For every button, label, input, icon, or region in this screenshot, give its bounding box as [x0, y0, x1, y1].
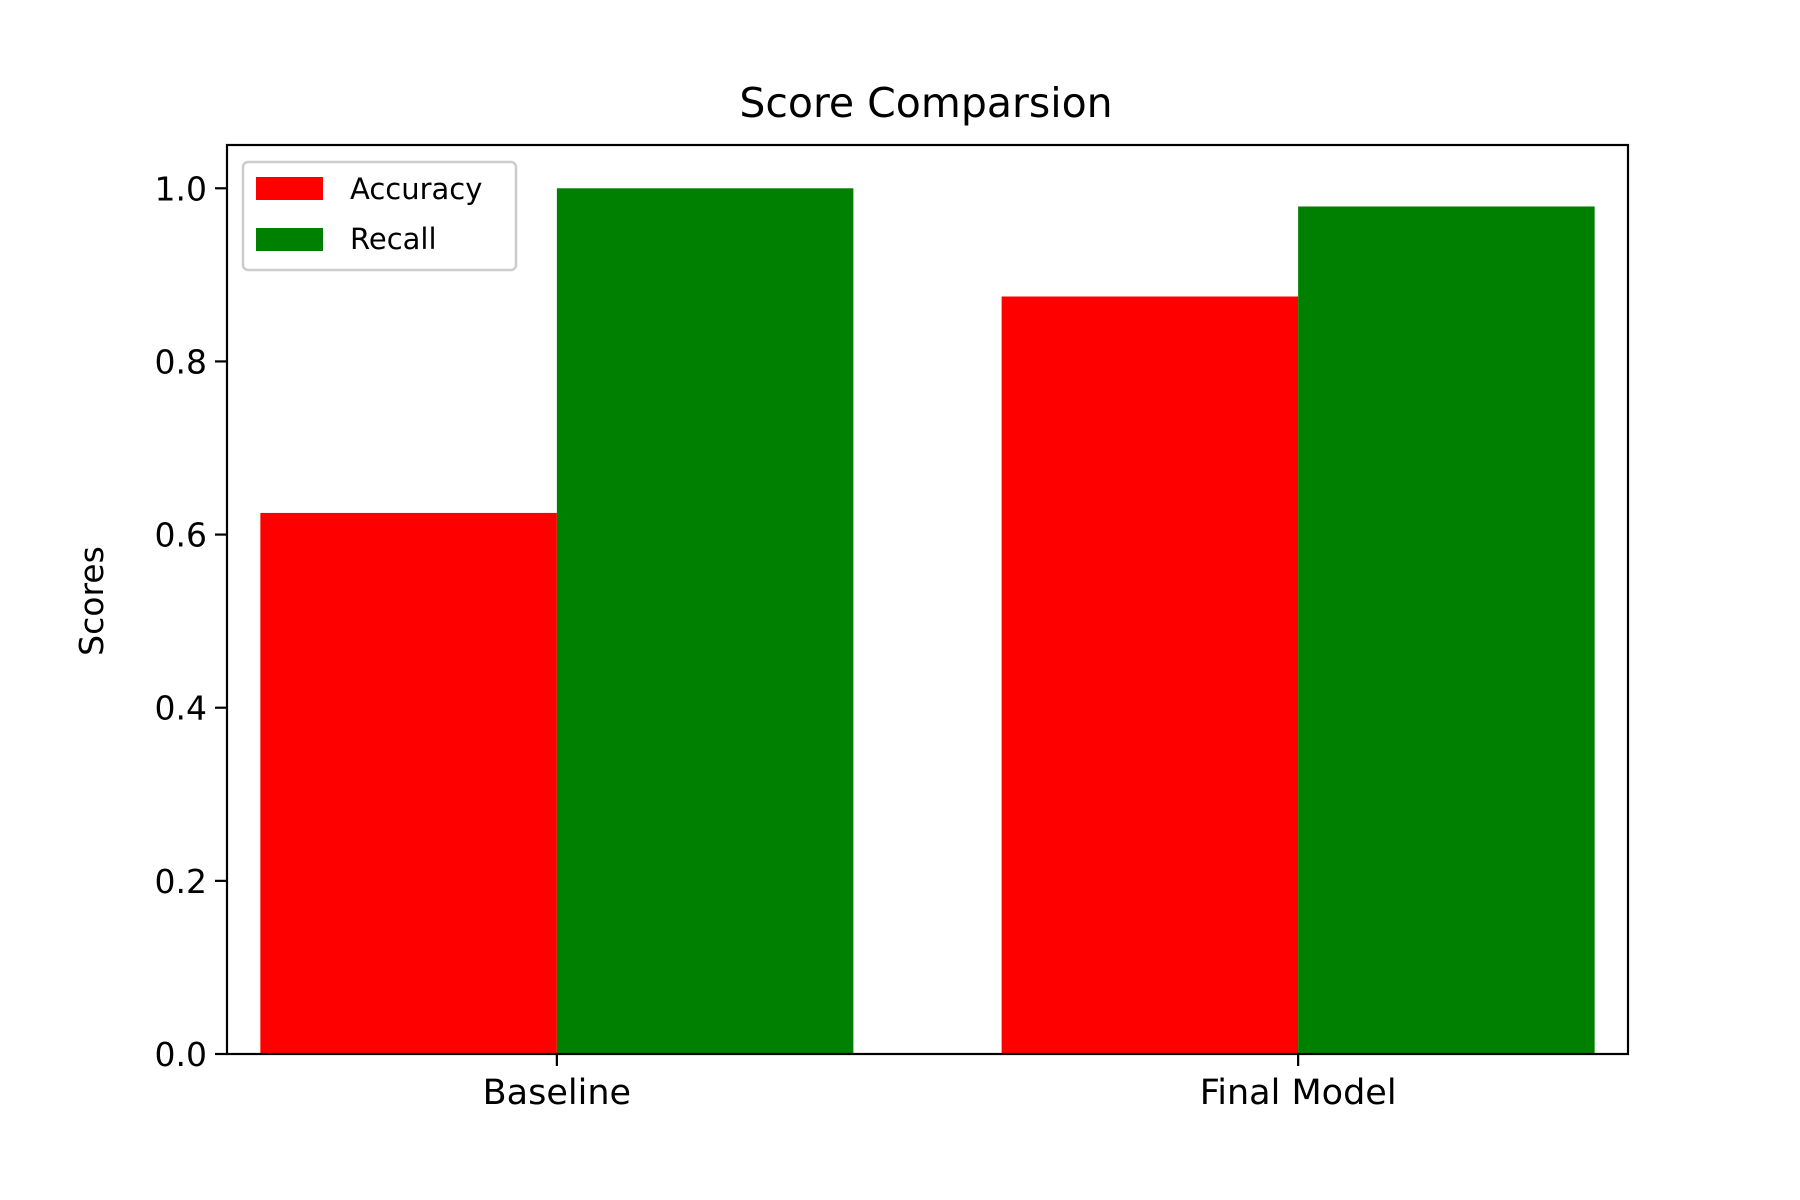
- x-tick-label-baseline: Baseline: [483, 1073, 631, 1113]
- bars-layer: [260, 188, 1595, 1055]
- legend: Accuracy Recall: [241, 160, 518, 272]
- legend-label-accuracy: Accuracy: [350, 172, 482, 206]
- y-tick-label: 1.0: [155, 169, 207, 208]
- y-axis-label: Scores: [72, 546, 111, 656]
- y-tick-label: 0.4: [155, 689, 207, 728]
- bar-recall-baseline: [556, 188, 854, 1055]
- y-tick-label: 0.2: [155, 862, 207, 901]
- y-axis-ticks: 0.0 0.2 0.4 0.6 0.8 1.0: [155, 169, 227, 1074]
- y-tick-label: 0.0: [155, 1035, 207, 1074]
- legend-swatch-accuracy: [256, 177, 323, 200]
- bar-accuracy-final-model: [1001, 296, 1299, 1054]
- bar-accuracy-baseline: [260, 512, 557, 1054]
- x-axis-ticks: Baseline Final Model: [483, 1054, 1397, 1113]
- y-tick-label: 0.8: [155, 342, 207, 381]
- bar-recall-final-model: [1298, 206, 1595, 1055]
- y-tick-label: 0.6: [155, 516, 207, 555]
- legend-label-recall: Recall: [350, 222, 437, 256]
- chart-title: Score Comparsion: [739, 79, 1112, 127]
- x-tick-label-final-model: Final Model: [1200, 1073, 1397, 1113]
- plot-frame: [225, 143, 1630, 1056]
- legend-swatch-recall: [256, 228, 323, 251]
